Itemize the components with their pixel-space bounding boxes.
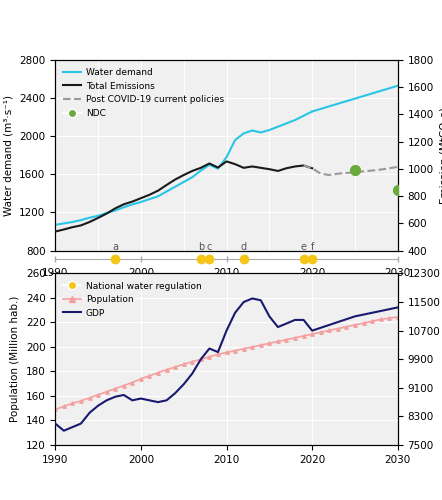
Text: 2030: 2030 xyxy=(385,268,411,278)
Point xyxy=(351,166,358,173)
Text: b: b xyxy=(198,242,204,252)
Text: 2010: 2010 xyxy=(213,268,240,278)
Text: a: a xyxy=(112,242,118,252)
Y-axis label: Emission (MtCO₂e): Emission (MtCO₂e) xyxy=(439,107,442,204)
Text: 2000: 2000 xyxy=(128,268,154,278)
Y-axis label: Water demand (m³·s⁻¹): Water demand (m³·s⁻¹) xyxy=(4,95,14,216)
Text: d: d xyxy=(240,242,247,252)
Text: f: f xyxy=(310,242,314,252)
Text: 1990: 1990 xyxy=(42,268,69,278)
Point xyxy=(394,186,401,194)
Legend: Water demand, Total Emissions, Post COVID-19 current policies, NDC: Water demand, Total Emissions, Post COVI… xyxy=(60,64,228,122)
Text: e: e xyxy=(301,242,307,252)
Legend: National water regulation, Population, GDP: National water regulation, Population, G… xyxy=(60,278,205,321)
Y-axis label: Population (Million hab.): Population (Million hab.) xyxy=(10,296,20,422)
Text: c: c xyxy=(207,242,212,252)
Text: 2020: 2020 xyxy=(299,268,325,278)
